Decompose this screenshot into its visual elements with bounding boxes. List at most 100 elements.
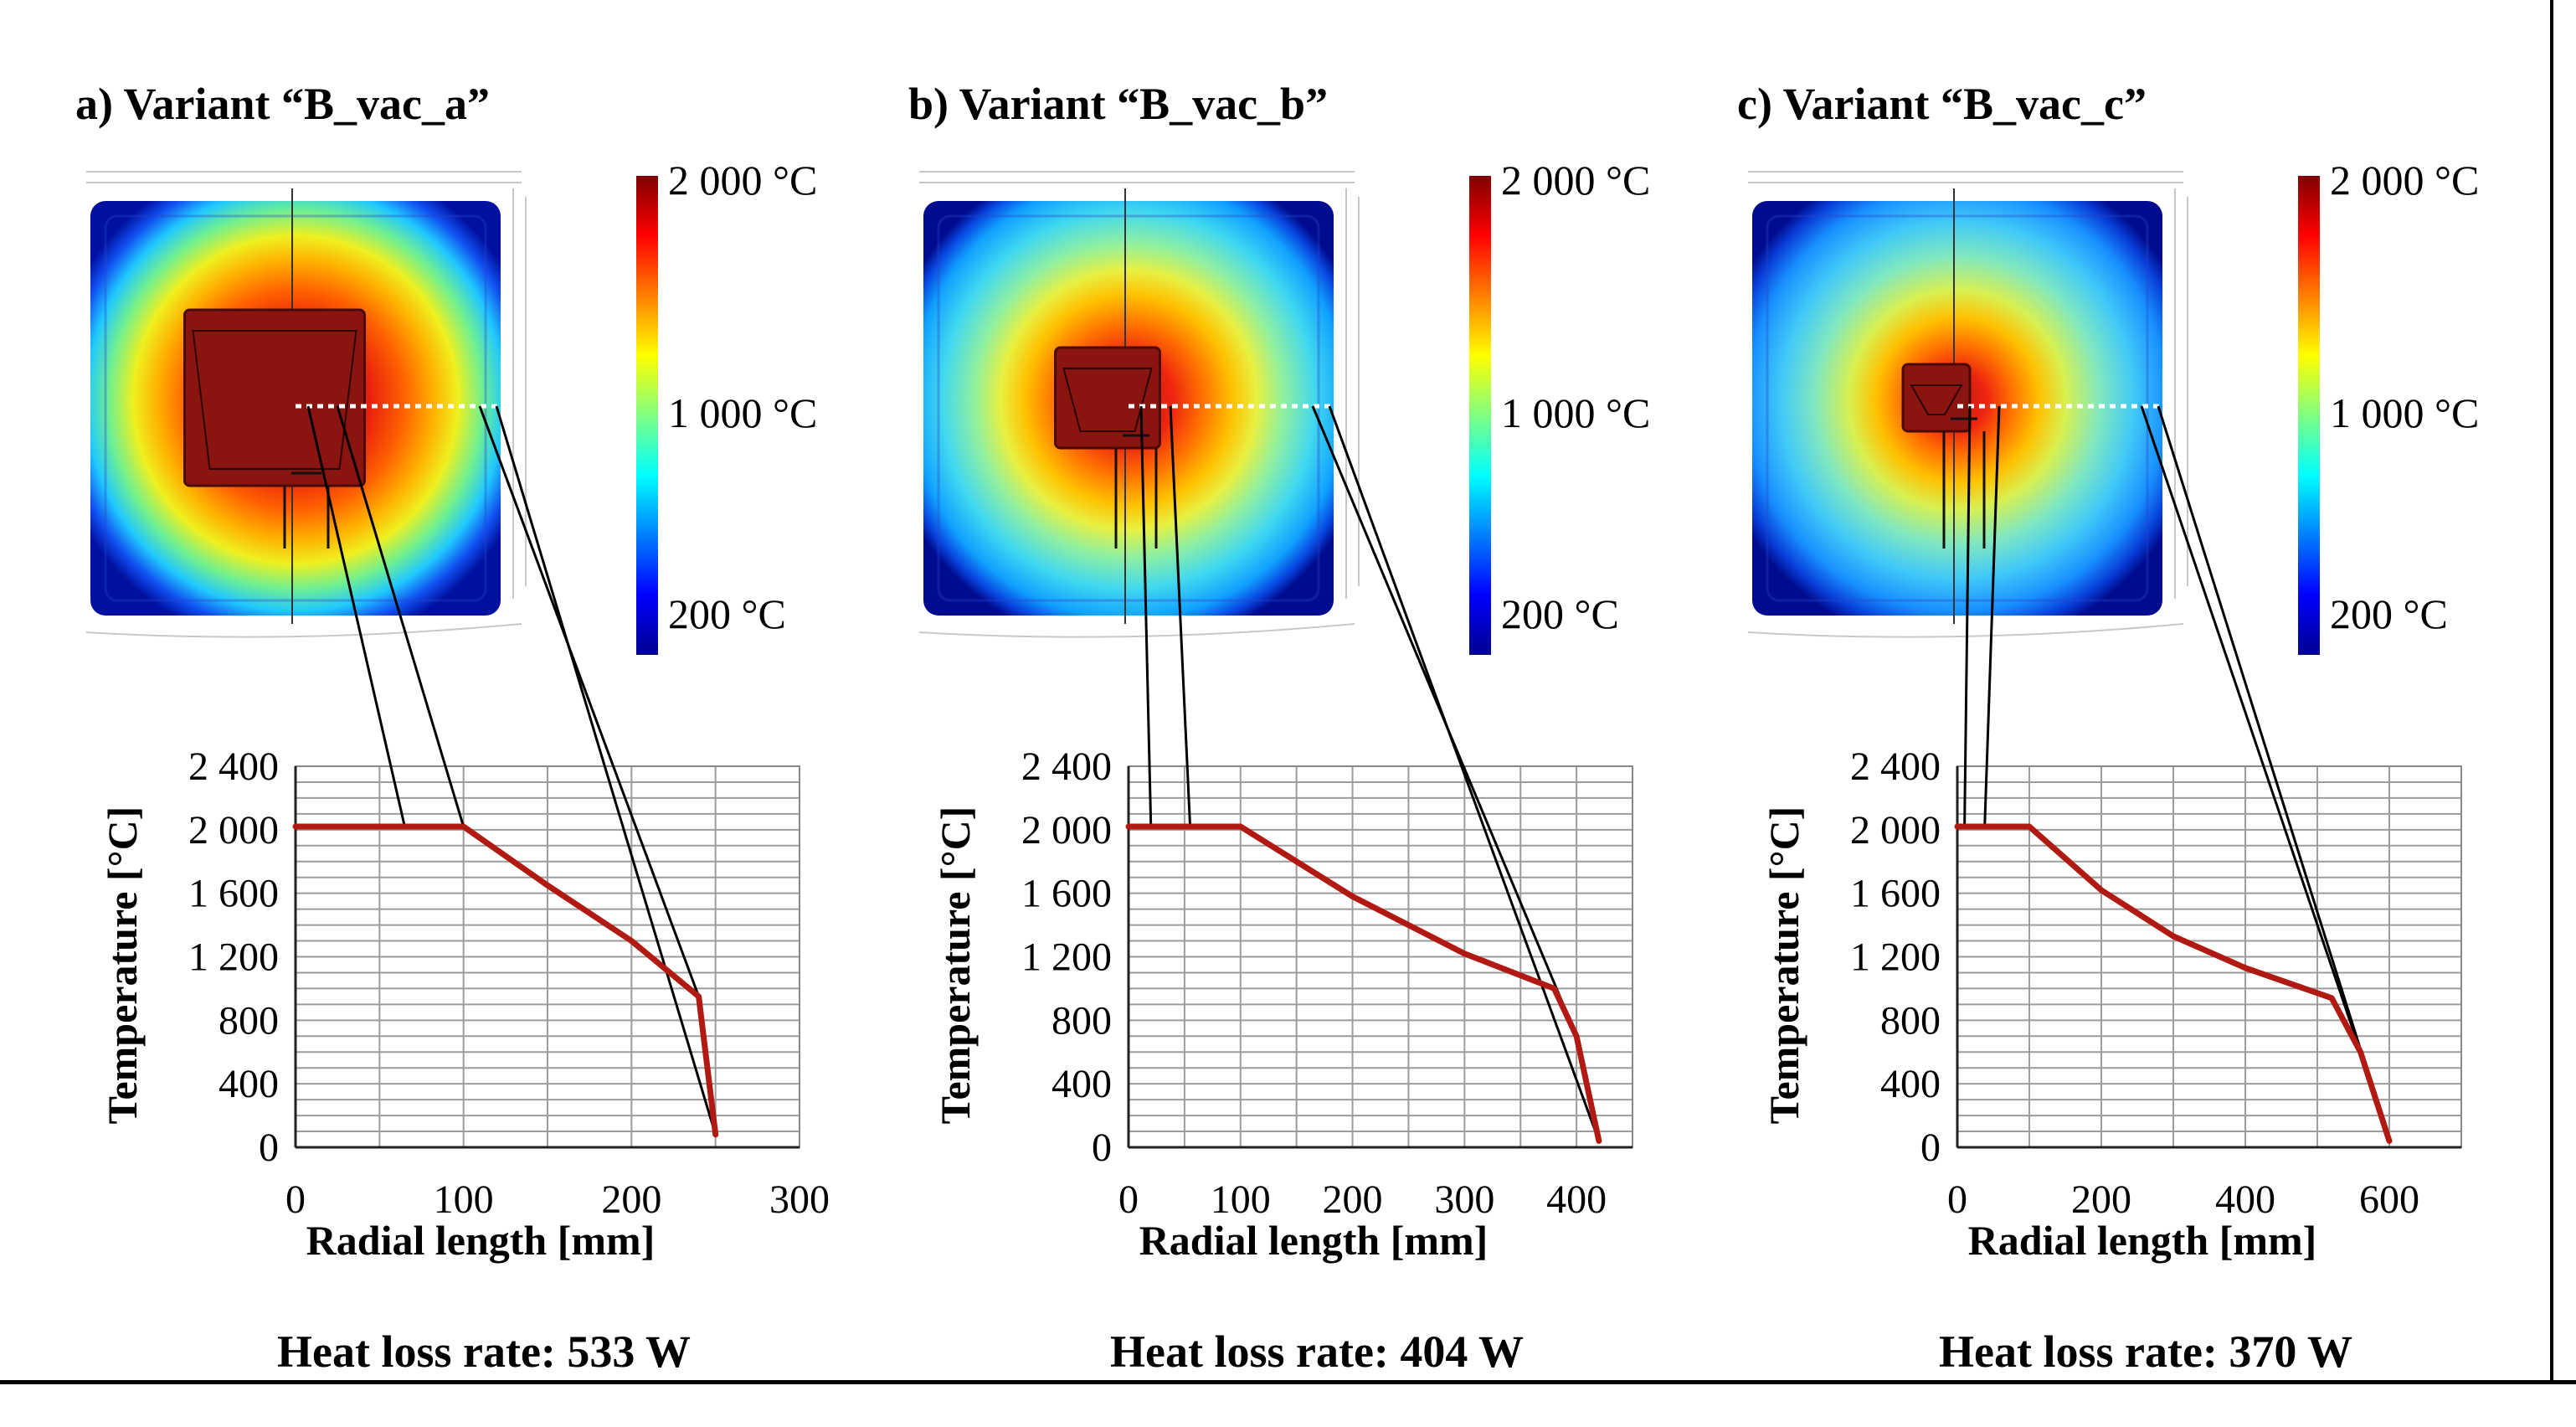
wireframe-base [918, 623, 1355, 638]
connector-edge [495, 405, 717, 1136]
y-tick-label: 0 [1092, 1126, 1112, 1170]
wireframe-outline [86, 171, 527, 599]
data-point [1238, 824, 1243, 829]
y-tick-label: 2 400 [1850, 744, 1941, 789]
legend-min-label: 200 °C [1501, 590, 1619, 637]
legend-mid-label: 1 000 °C [668, 389, 817, 436]
y-tick-label: 1 200 [188, 935, 279, 980]
crucible-outline [1910, 384, 1963, 415]
temperature-curve [1125, 823, 1602, 1144]
data-point [697, 994, 702, 999]
y-tick-label: 0 [259, 1126, 279, 1170]
frame-border-bottom [0, 1380, 2576, 1384]
x-axis-label: Radial length [mm] [306, 1217, 656, 1264]
y-tick-label: 400 [1880, 1062, 1941, 1106]
y-axis-label: Temperature [°C] [1761, 806, 1807, 1125]
wireframe-outline [919, 171, 1360, 599]
connector-core-outer [1983, 405, 2001, 827]
connector-core-outer [336, 405, 465, 827]
y-tick-label: 1 600 [1850, 872, 1941, 916]
y-tick-label: 400 [1051, 1062, 1112, 1106]
data-point [1350, 894, 1355, 899]
data-point [1551, 986, 1556, 991]
connector-core-inner [306, 405, 406, 827]
x-tick-label: 300 [769, 1177, 830, 1222]
support-stems [1114, 434, 1158, 549]
legend-mid-label: 1 000 °C [2330, 389, 2479, 436]
data-point [1597, 1138, 1602, 1143]
data-point [2243, 966, 2248, 971]
y-tick-label: 0 [1920, 1126, 1941, 1170]
x-tick-label: 100 [1211, 1177, 1271, 1222]
y-tick-label: 1 600 [188, 872, 279, 916]
x-tick-label: 200 [601, 1177, 661, 1222]
color-legend: 2 000 °C 1 000 °C 200 °C [636, 157, 817, 655]
x-tick-label: 100 [434, 1177, 494, 1222]
legend-min-label: 200 °C [668, 590, 786, 637]
temperature-curve [1954, 823, 2393, 1144]
panel-title: c) Variant “B_vac_c” [1737, 79, 2147, 129]
connector-core-inner [1139, 405, 1153, 827]
data-point [713, 1132, 718, 1137]
connector-edge [2157, 405, 2391, 1141]
color-legend: 2 000 °C 1 000 °C 200 °C [2298, 157, 2479, 655]
connector-insulation [478, 405, 701, 997]
data-point [461, 824, 466, 829]
connector-core-inner [1963, 405, 1972, 827]
x-axis-label: Radial length [mm] [1968, 1217, 2317, 1264]
heat-loss-label: Heat loss rate: 533 W [277, 1327, 691, 1377]
y-tick-label: 800 [1880, 998, 1941, 1043]
data-point [293, 824, 298, 829]
y-tick-label: 2 000 [1021, 808, 1112, 853]
data-point [545, 883, 550, 888]
y-tick-label: 800 [219, 998, 279, 1043]
x-tick-label: 200 [2071, 1177, 2131, 1222]
data-point [2329, 996, 2334, 1001]
x-axis-label: Radial length [mm] [1139, 1217, 1489, 1264]
y-tick-label: 1 600 [1021, 872, 1112, 916]
legend-max-label: 2 000 °C [668, 157, 817, 203]
connector-lines [1139, 405, 1601, 1141]
y-tick-label: 1 200 [1021, 935, 1112, 980]
data-point [1462, 951, 1467, 956]
core-block [183, 308, 366, 487]
crucible-outline [1062, 368, 1153, 432]
wireframe-base [85, 623, 522, 638]
heat-loss-label: Heat loss rate: 404 W [1110, 1327, 1524, 1377]
x-tick-label: 0 [1118, 1177, 1139, 1222]
color-legend: 2 000 °C 1 000 °C 200 °C [1469, 157, 1650, 655]
legend-min-label: 200 °C [2330, 590, 2448, 637]
panel-title: b) Variant “B_vac_b” [908, 79, 1328, 129]
y-axis-label: Temperature [°C] [932, 806, 979, 1125]
data-point [2387, 1138, 2392, 1143]
connector-lines [306, 405, 717, 1136]
data-point [2358, 1049, 2363, 1054]
connector-lines [1963, 405, 2391, 1141]
frame-border-right [2550, 0, 2553, 1382]
legend-max-label: 2 000 °C [2330, 157, 2479, 203]
temperature-cross-section [1747, 171, 2188, 638]
x-tick-label: 400 [1546, 1177, 1607, 1222]
color-bar [1469, 176, 1491, 655]
color-bar [636, 176, 658, 655]
data-point [629, 939, 634, 944]
temperature-cross-section [85, 171, 527, 638]
wireframe-base [1747, 623, 2184, 638]
panel-a: a) Variant “B_vac_a” 2 000 °C 1 000 °C 200 … [75, 79, 830, 1377]
y-tick-label: 2 400 [1021, 744, 1112, 789]
connector-insulation [2140, 405, 2363, 1053]
legend-mid-label: 1 000 °C [1501, 389, 1650, 436]
panel-title: a) Variant “B_vac_a” [75, 79, 490, 129]
x-tick-label: 400 [2215, 1177, 2275, 1222]
data-point [1126, 824, 1131, 829]
y-tick-label: 1 200 [1850, 935, 1941, 980]
y-axis-label: Temperature [°C] [99, 806, 146, 1125]
legend-max-label: 2 000 °C [1501, 157, 1650, 203]
data-point [1955, 824, 1960, 829]
core-block [1901, 363, 1972, 433]
temperature-curve [292, 823, 719, 1138]
connector-edge [1328, 405, 1601, 1141]
y-tick-label: 400 [219, 1062, 279, 1106]
data-point [2171, 934, 2176, 939]
